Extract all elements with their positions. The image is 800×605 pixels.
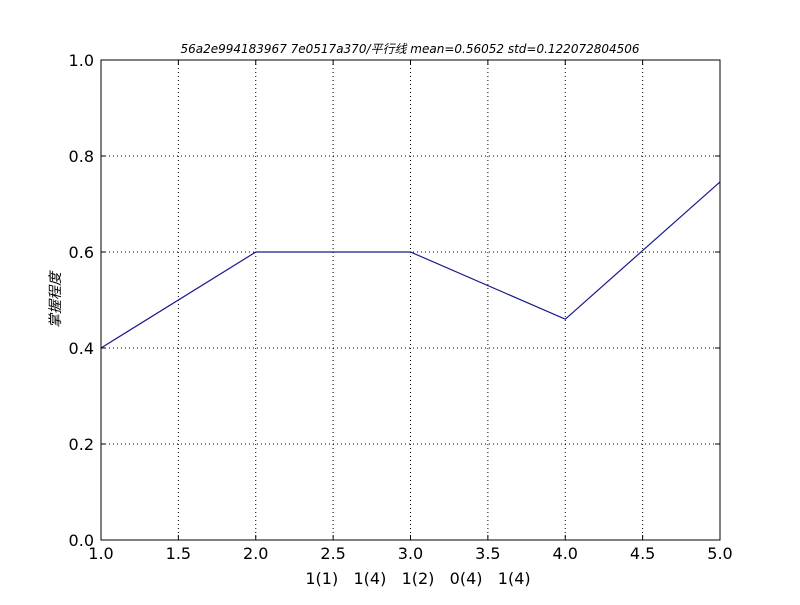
series-line bbox=[100, 181, 721, 349]
y-tick-label: 0.8 bbox=[69, 147, 94, 166]
ticks: 1.0 1.5 2.0 2.5 3.0 3.5 4.0 4.5 5.0 0.0 0.2 0.4 0.6 0… bbox=[69, 51, 733, 563]
y-tick-label: 0.2 bbox=[69, 435, 94, 454]
grid bbox=[100, 59, 721, 541]
y-tick-label: 0.6 bbox=[69, 243, 94, 262]
x-tick-label: 5.0 bbox=[707, 544, 732, 563]
y-tick-label: 0.4 bbox=[69, 339, 94, 358]
x-tick-label: 3.5 bbox=[475, 544, 500, 563]
x-tick-label: 1.5 bbox=[166, 544, 191, 563]
x-tick-label: 4.0 bbox=[553, 544, 578, 563]
x-tick-label: 4.5 bbox=[630, 544, 655, 563]
y-tick-label: 1.0 bbox=[69, 51, 94, 70]
x-tick-label: 2.0 bbox=[243, 544, 268, 563]
x-tick-label: 2.5 bbox=[320, 544, 345, 563]
series-layer bbox=[100, 181, 721, 349]
x-tick-label: 1.0 bbox=[88, 544, 113, 563]
x-axis-label: 1(1) 1(4) 1(2) 0(4) 1(4) bbox=[305, 569, 530, 588]
y-axis-label: 掌握程度 bbox=[48, 270, 64, 328]
x-tick-label: 3.0 bbox=[398, 544, 423, 563]
chart-title: 56a2e994183967 7e0517a370/平行线 mean=0.560… bbox=[180, 42, 639, 56]
y-tick-label: 0.0 bbox=[69, 531, 94, 550]
